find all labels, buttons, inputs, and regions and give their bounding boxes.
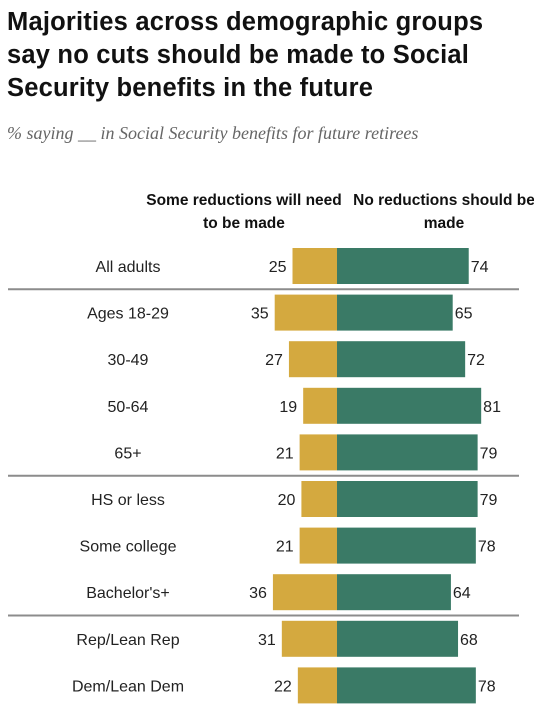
- category-label: HS or less: [91, 492, 165, 509]
- value-label-no-reductions: 64: [453, 585, 471, 602]
- bar-some-reductions: [301, 481, 337, 517]
- bar-no-reductions: [337, 667, 476, 704]
- bar-no-reductions: [337, 248, 469, 284]
- bar-no-reductions: [337, 387, 482, 424]
- bar-some-reductions: [292, 248, 337, 284]
- category-label: Bachelor's+: [86, 585, 170, 602]
- category-label: Ages 18-29: [87, 306, 169, 323]
- value-label-some-reductions: 25: [269, 259, 287, 276]
- legend-no-reductions: No reductions should be made: [353, 192, 534, 232]
- value-label-no-reductions: 79: [480, 492, 498, 509]
- value-label-some-reductions: 31: [258, 632, 276, 649]
- value-label-no-reductions: 78: [478, 539, 496, 556]
- bar-no-reductions: [337, 341, 466, 378]
- bar-some-reductions: [281, 620, 337, 657]
- chart-subtitle: % saying __ in Social Security benefits …: [7, 123, 419, 143]
- bar-some-reductions: [297, 667, 337, 704]
- category-label: Some college: [80, 539, 177, 556]
- value-label-some-reductions: 19: [279, 399, 297, 416]
- category-label: Dem/Lean Dem: [72, 678, 184, 695]
- bar-no-reductions: [337, 434, 478, 471]
- value-label-some-reductions: 35: [251, 306, 269, 323]
- category-label: Rep/Lean Rep: [76, 632, 179, 649]
- bar-no-reductions: [337, 620, 459, 657]
- category-label: 30-49: [108, 352, 149, 369]
- value-label-no-reductions: 79: [480, 445, 498, 462]
- bar-no-reductions: [337, 527, 476, 564]
- bar-some-reductions: [299, 527, 337, 564]
- bar-some-reductions: [274, 294, 337, 331]
- category-label: 50-64: [108, 399, 149, 416]
- legend-some-reductions: Some reductions will need to be made: [146, 192, 342, 232]
- value-label-some-reductions: 22: [274, 678, 292, 695]
- value-label-no-reductions: 74: [471, 259, 489, 276]
- value-label-some-reductions: 21: [276, 445, 294, 462]
- bar-no-reductions: [337, 481, 478, 517]
- value-label-some-reductions: 21: [276, 539, 294, 556]
- value-label-some-reductions: 20: [278, 492, 296, 509]
- category-label: 65+: [114, 445, 141, 462]
- value-label-no-reductions: 81: [483, 399, 501, 416]
- value-label-no-reductions: 65: [455, 306, 473, 323]
- bar-no-reductions: [337, 294, 453, 331]
- chart-title: Majorities across demographic groups say…: [7, 8, 484, 102]
- bar-some-reductions: [303, 387, 337, 424]
- bar-some-reductions: [299, 434, 337, 471]
- value-label-no-reductions: 78: [478, 678, 496, 695]
- bar-no-reductions: [337, 574, 451, 611]
- bar-some-reductions: [288, 341, 337, 378]
- category-label: All adults: [96, 259, 161, 276]
- value-label-no-reductions: 68: [460, 632, 478, 649]
- value-label-some-reductions: 27: [265, 352, 283, 369]
- value-label-no-reductions: 72: [467, 352, 485, 369]
- bar-some-reductions: [272, 574, 337, 611]
- value-label-some-reductions: 36: [249, 585, 267, 602]
